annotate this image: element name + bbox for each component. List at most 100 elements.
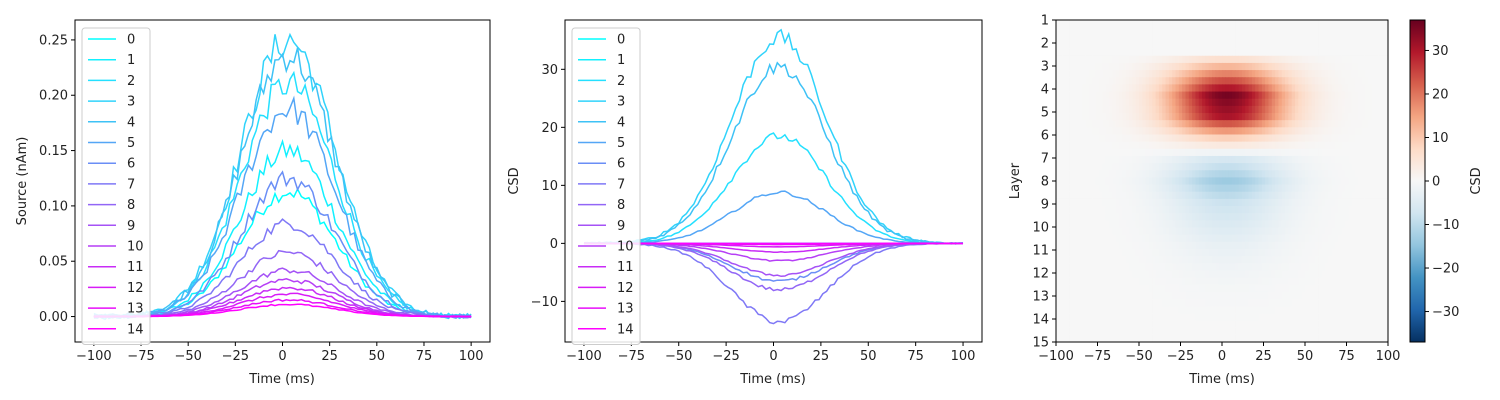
heatmap-cell bbox=[1079, 327, 1084, 336]
heatmap-cell bbox=[1384, 306, 1389, 314]
heatmap-cell bbox=[1308, 284, 1313, 293]
heatmap-cell bbox=[1129, 177, 1133, 186]
heatmap-cell bbox=[1334, 55, 1339, 64]
heatmap-cell bbox=[1148, 327, 1153, 336]
heatmap-cell bbox=[1072, 84, 1077, 93]
heatmap-cell bbox=[1102, 284, 1107, 293]
heatmap-cell bbox=[1368, 334, 1372, 343]
heatmap-cell bbox=[1268, 155, 1273, 164]
heatmap-cell bbox=[1261, 256, 1266, 264]
heatmap-cell bbox=[1155, 62, 1160, 71]
heatmap-cell bbox=[1238, 256, 1243, 264]
heatmap-cell bbox=[1109, 313, 1114, 322]
heatmap-cell bbox=[1129, 213, 1133, 221]
heatmap-cell bbox=[1119, 291, 1123, 300]
heatmap-cell bbox=[1344, 334, 1349, 343]
heatmap-cell bbox=[1092, 306, 1097, 314]
heatmap-cell bbox=[1148, 227, 1153, 236]
heatmap-cell bbox=[1364, 234, 1369, 243]
heatmap-cell bbox=[1291, 91, 1296, 100]
heatmap-cell bbox=[1069, 184, 1074, 193]
heatmap-cell bbox=[1245, 256, 1250, 264]
heatmap-cell bbox=[1231, 62, 1236, 71]
heatmap-cell bbox=[1295, 163, 1299, 171]
heatmap-cell bbox=[1142, 234, 1147, 243]
heatmap-cell bbox=[1092, 191, 1097, 200]
heatmap-cell bbox=[1205, 113, 1210, 121]
heatmap-cell bbox=[1291, 327, 1296, 336]
heatmap-cell bbox=[1079, 141, 1084, 150]
heatmap-cell bbox=[1275, 206, 1280, 214]
heatmap-cell bbox=[1079, 20, 1084, 28]
heatmap-cell bbox=[1368, 206, 1372, 214]
heatmap-cell bbox=[1215, 220, 1220, 229]
heatmap-cell bbox=[1065, 306, 1070, 314]
heatmap-cell bbox=[1328, 177, 1333, 186]
heatmap-cell bbox=[1231, 256, 1236, 264]
heatmap-cell bbox=[1175, 220, 1180, 229]
heatmap-cell bbox=[1112, 327, 1117, 336]
heatmap-cell bbox=[1215, 241, 1220, 250]
heatmap-cell bbox=[1085, 41, 1090, 50]
heatmap-cell bbox=[1248, 141, 1253, 150]
heatmap-cell bbox=[1348, 170, 1353, 179]
source-xtick-label: 100 bbox=[459, 349, 484, 364]
heatmap-cell bbox=[1331, 313, 1336, 322]
heatmap-cell bbox=[1208, 113, 1213, 121]
heatmap-cell bbox=[1158, 48, 1163, 57]
heatmap-cell bbox=[1235, 120, 1240, 128]
heatmap-cell bbox=[1324, 62, 1329, 71]
heatmap-cell bbox=[1202, 177, 1206, 186]
heatmap-cell bbox=[1235, 313, 1240, 322]
heatmap-cell bbox=[1175, 234, 1180, 243]
heatmap-cell bbox=[1139, 148, 1143, 157]
heatmap-cell bbox=[1095, 198, 1100, 207]
heatmap-cell bbox=[1079, 77, 1084, 85]
heatmap-cell bbox=[1155, 313, 1160, 322]
heatmap-cell bbox=[1172, 334, 1177, 343]
heatmap-cell bbox=[1361, 113, 1366, 121]
heatmap-cell bbox=[1351, 284, 1356, 293]
heatmap-cell bbox=[1135, 55, 1140, 64]
heatmap-cell bbox=[1381, 248, 1386, 257]
heatmap-cell bbox=[1291, 227, 1296, 236]
heatmap-cell bbox=[1281, 177, 1286, 186]
heatmap-cell bbox=[1129, 113, 1133, 121]
heatmap-cell bbox=[1202, 27, 1206, 35]
heatmap-cell bbox=[1285, 213, 1289, 221]
heatmap-cell bbox=[1069, 227, 1074, 236]
heatmap-cell bbox=[1152, 177, 1157, 186]
heatmap-cell bbox=[1338, 20, 1343, 28]
source-series-14 bbox=[93, 303, 472, 318]
heatmap-cell bbox=[1119, 220, 1123, 229]
heatmap-cell bbox=[1092, 84, 1097, 93]
heatmap-cell bbox=[1275, 141, 1280, 150]
heatmap-cell bbox=[1298, 184, 1303, 193]
heatmap-cell bbox=[1231, 284, 1236, 293]
heatmap-cell bbox=[1069, 170, 1074, 179]
heatmap-cell bbox=[1288, 327, 1293, 336]
heatmap-cell bbox=[1109, 127, 1114, 136]
heatmap-cell bbox=[1085, 248, 1090, 257]
heatmap-cell bbox=[1065, 191, 1070, 200]
heatmap-cell bbox=[1056, 327, 1060, 336]
heatmap-cell bbox=[1231, 34, 1236, 43]
heatmap-cell bbox=[1351, 206, 1356, 214]
heatmap-cell bbox=[1381, 320, 1386, 329]
heatmap-cell bbox=[1245, 227, 1250, 236]
heatmap-cell bbox=[1195, 84, 1200, 93]
heatmap-cell bbox=[1318, 270, 1323, 279]
heatmap-cell bbox=[1198, 306, 1203, 314]
heatmap-cell bbox=[1305, 327, 1309, 336]
heatmap-cell bbox=[1341, 134, 1346, 143]
heatmap-cell bbox=[1208, 62, 1213, 71]
heatmap-cell bbox=[1354, 299, 1359, 307]
heatmap-cell bbox=[1178, 184, 1183, 193]
heatmap-cell bbox=[1371, 84, 1376, 93]
heatmap-cell bbox=[1145, 263, 1150, 272]
csd-legend-label-12: 12 bbox=[617, 281, 634, 296]
heatmap-cell bbox=[1056, 127, 1060, 136]
heatmap-cell bbox=[1298, 177, 1303, 186]
heatmap-cell bbox=[1056, 163, 1060, 171]
